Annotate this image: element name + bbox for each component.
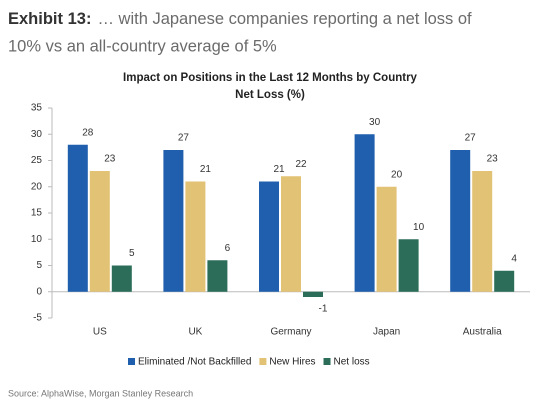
bar — [398, 239, 419, 292]
bar — [376, 186, 397, 292]
data-label: 20 — [391, 169, 403, 180]
bar — [185, 181, 206, 292]
chart-title: Impact on Positions in the Last 12 Month… — [123, 72, 418, 84]
y-tick-label: 5 — [36, 260, 42, 271]
legend-label: Net loss — [334, 357, 370, 368]
exhibit-label: Exhibit 13: — [8, 10, 91, 28]
data-label: 21 — [200, 164, 212, 175]
bar — [67, 144, 88, 292]
data-label: 30 — [369, 117, 381, 128]
x-tick-label: Japan — [373, 327, 400, 338]
bar — [163, 150, 184, 292]
bar — [494, 270, 515, 292]
bar — [259, 181, 279, 292]
legend-swatch — [323, 358, 331, 365]
data-label: 28 — [82, 127, 94, 138]
legend-swatch — [259, 358, 267, 365]
data-label: 23 — [487, 154, 499, 165]
data-label: 27 — [465, 133, 477, 144]
header-text: … with Japanese companies reporting a ne… — [97, 10, 472, 28]
bar — [89, 171, 110, 292]
legend-label: Eliminated /Not Backfilled — [138, 357, 251, 368]
bar — [303, 291, 323, 297]
data-label: 27 — [178, 133, 190, 144]
header-text: 10% vs an all-country average of 5% — [8, 37, 277, 55]
y-tick-label: 0 — [36, 286, 42, 297]
bar — [281, 176, 301, 292]
data-label: 21 — [273, 164, 285, 175]
bar — [472, 171, 493, 292]
chart-title: Net Loss (%) — [235, 89, 305, 101]
y-tick-label: 35 — [31, 103, 43, 114]
data-label: 6 — [225, 243, 231, 254]
data-label: 10 — [413, 222, 425, 233]
bar — [207, 260, 228, 292]
data-label: 22 — [295, 159, 307, 170]
legend-swatch — [128, 358, 135, 365]
y-tick-label: 20 — [31, 181, 43, 192]
y-tick-label: 15 — [31, 208, 43, 219]
legend-label: New Hires — [269, 357, 315, 368]
bar — [354, 134, 375, 292]
x-tick-label: Australia — [463, 327, 502, 338]
y-tick-label: -5 — [33, 313, 42, 324]
data-label: 5 — [129, 248, 135, 259]
y-tick-label: 25 — [31, 155, 43, 166]
x-tick-label: Germany — [270, 327, 311, 338]
header-line: Exhibit 13: … with Japanese companies rep… — [8, 10, 472, 28]
bar — [450, 150, 471, 292]
y-tick-label: 10 — [31, 234, 43, 245]
bar — [111, 265, 132, 292]
data-label: -1 — [319, 304, 328, 315]
data-label: 4 — [511, 253, 517, 264]
y-tick-label: 30 — [31, 129, 43, 140]
x-tick-label: UK — [188, 327, 202, 338]
data-label: 23 — [104, 154, 116, 165]
source: Source: AlphaWise, Morgan Stanley Resear… — [8, 388, 193, 398]
x-tick-label: US — [93, 327, 107, 338]
